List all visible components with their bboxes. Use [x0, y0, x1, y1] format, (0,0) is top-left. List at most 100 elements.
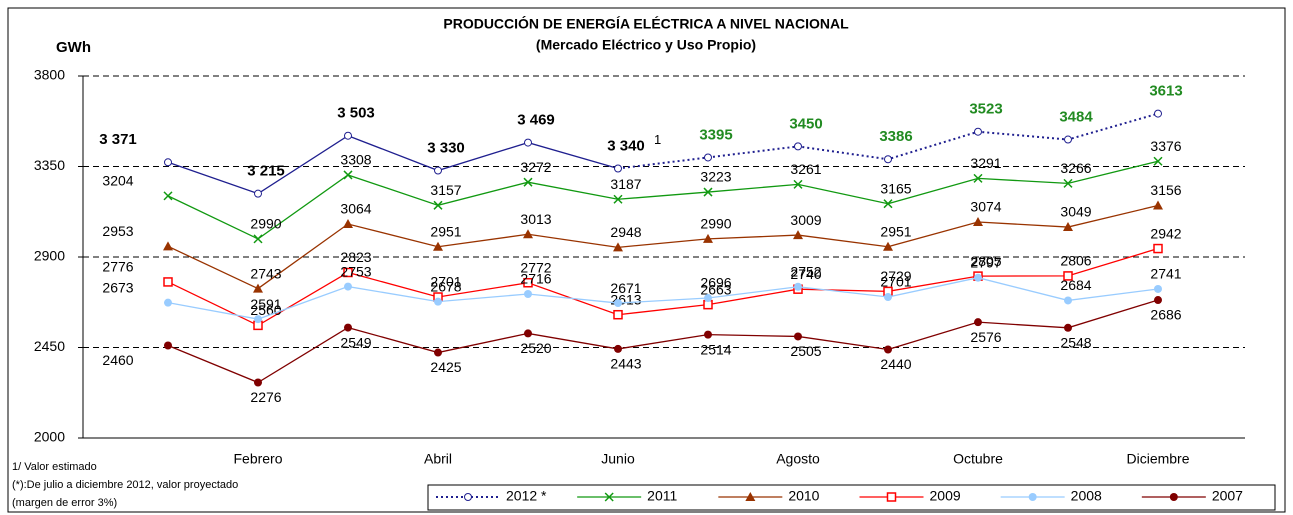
- chart-title: PRODUCCIÓN DE ENERGÍA ELÉCTRICA A NIVEL …: [443, 15, 849, 32]
- data-label: 2740: [790, 266, 821, 282]
- data-label: 3223: [700, 169, 731, 185]
- point: [343, 219, 353, 229]
- data-label: 2663: [700, 281, 731, 297]
- data-label: 3523: [969, 101, 1002, 118]
- point: [344, 131, 352, 140]
- data-label: 3 371: [99, 131, 137, 148]
- data-label: 2701: [880, 274, 911, 290]
- point: [794, 282, 802, 291]
- data-label: 2548: [1060, 334, 1091, 350]
- point: [1063, 178, 1073, 188]
- point: [523, 229, 533, 239]
- legend-label: 2011: [647, 488, 677, 504]
- data-label: 2678: [430, 278, 461, 294]
- point: [794, 332, 802, 341]
- data-label: 2696: [700, 275, 731, 291]
- series-line: [167, 247, 1159, 327]
- point: [614, 344, 622, 353]
- data-label: 2805: [970, 253, 1001, 269]
- point: [254, 378, 262, 387]
- data-label: 2772: [520, 259, 551, 275]
- point: [1153, 243, 1163, 254]
- series-line: [167, 299, 1159, 384]
- data-label: 3376: [1150, 138, 1181, 154]
- point: [164, 158, 172, 167]
- y-tick-label: 2900: [34, 248, 65, 264]
- point: [613, 242, 623, 252]
- data-label: 3308: [340, 152, 371, 168]
- data-label: 2460: [102, 352, 133, 368]
- point: [523, 177, 533, 187]
- data-label: 3 469: [517, 112, 555, 129]
- point: [973, 217, 983, 227]
- data-label: 3266: [1060, 160, 1091, 176]
- legend-label: 2010: [788, 488, 819, 504]
- point: [1154, 284, 1162, 293]
- point: [974, 273, 982, 282]
- point: [164, 298, 172, 307]
- point: [614, 164, 622, 173]
- point: [704, 330, 712, 339]
- y-tick-label: 2000: [34, 429, 65, 445]
- data-label: 3009: [790, 212, 821, 228]
- data-label: 3074: [970, 199, 1001, 215]
- data-label: 2729: [880, 268, 911, 284]
- data-label: 3 340: [607, 137, 645, 154]
- legend-marker: [745, 492, 756, 501]
- point: [884, 345, 892, 354]
- data-label: 3187: [610, 176, 641, 192]
- data-label: 2948: [610, 224, 641, 240]
- legend-marker: [604, 492, 614, 502]
- point: [344, 282, 352, 291]
- data-label: 2753: [340, 263, 371, 279]
- data-label: 2823: [340, 249, 371, 265]
- y-tick-label: 2450: [34, 338, 65, 354]
- point: [163, 277, 173, 287]
- point: [1064, 296, 1072, 305]
- data-label: 3450: [789, 115, 822, 132]
- point: [974, 318, 982, 327]
- data-label: 2549: [340, 334, 371, 350]
- legend-label: 2008: [1071, 488, 1102, 504]
- point: [1063, 271, 1073, 281]
- data-label: 2743: [250, 265, 281, 281]
- data-label: 2673: [102, 279, 133, 295]
- data-label: 2951: [880, 223, 911, 239]
- point: [254, 189, 262, 198]
- data-label: 3261: [790, 161, 821, 177]
- data-label: 2443: [610, 356, 641, 372]
- point: [704, 153, 712, 162]
- point: [433, 200, 443, 210]
- y-axis-label: GWh: [56, 39, 91, 56]
- point: [793, 179, 803, 189]
- footnote: (margen de error 3%): [12, 497, 117, 509]
- point: [434, 297, 442, 306]
- data-label: 2576: [970, 329, 1001, 345]
- data-label: 3204: [102, 173, 133, 189]
- point: [613, 309, 623, 320]
- point: [884, 155, 892, 164]
- data-label: 2505: [790, 343, 821, 359]
- point: [884, 293, 892, 302]
- point: [974, 127, 982, 136]
- footnote: 1/ Valor estimado: [12, 461, 97, 473]
- point: [1063, 222, 1073, 232]
- point: [973, 173, 983, 183]
- data-label: 3064: [340, 201, 371, 217]
- data-label: 2990: [700, 216, 731, 232]
- point: [1154, 109, 1162, 118]
- data-label: 2425: [430, 359, 461, 375]
- data-label: 3484: [1059, 109, 1093, 126]
- data-label: 3613: [1149, 83, 1182, 100]
- point: [794, 142, 802, 151]
- data-label: 2716: [520, 271, 551, 287]
- point: [163, 241, 173, 251]
- point: [703, 187, 713, 197]
- data-label: 2520: [520, 340, 551, 356]
- point: [524, 290, 532, 299]
- data-label: 2684: [1060, 277, 1091, 293]
- x-tick-label: Junio: [601, 451, 635, 467]
- data-label: 3272: [520, 159, 551, 175]
- legend-marker: [1169, 493, 1178, 501]
